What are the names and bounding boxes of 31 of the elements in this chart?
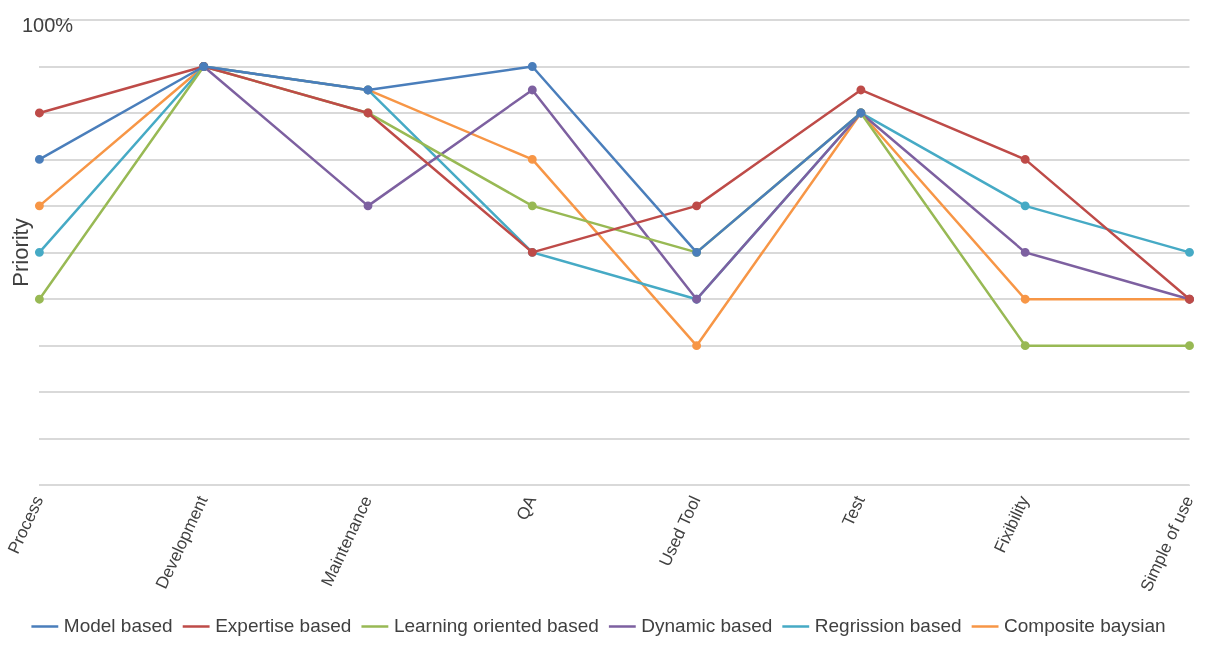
legend-label: Model based (63, 614, 173, 636)
legend-label: Expertise based (215, 614, 352, 636)
x-tick-label: QA (512, 492, 541, 524)
legend-label: Regrission based (814, 614, 962, 636)
point (1020, 154, 1030, 164)
y-axis-title: Priority (8, 218, 34, 287)
point (527, 154, 537, 164)
point (527, 85, 537, 95)
point (692, 341, 702, 351)
point (527, 62, 537, 71)
legend-label: Dynamic based (641, 614, 773, 636)
point (1020, 294, 1030, 304)
point (34, 294, 44, 304)
point (363, 201, 373, 211)
x-tick-label: Test (838, 492, 869, 530)
point (1020, 341, 1030, 351)
legend-label: Composite baysian (1004, 614, 1166, 636)
point (34, 201, 44, 211)
legend-label: Learning oriented based (393, 614, 599, 636)
point (1020, 247, 1030, 257)
text: 100% (22, 13, 74, 36)
point (34, 154, 44, 164)
point (527, 201, 537, 211)
point (1185, 341, 1194, 351)
point (856, 85, 866, 95)
point (1020, 201, 1030, 211)
point (34, 108, 44, 118)
point (1185, 247, 1194, 257)
point (692, 201, 702, 211)
point (34, 247, 44, 257)
x-tick-label: Used Tool (655, 492, 705, 570)
